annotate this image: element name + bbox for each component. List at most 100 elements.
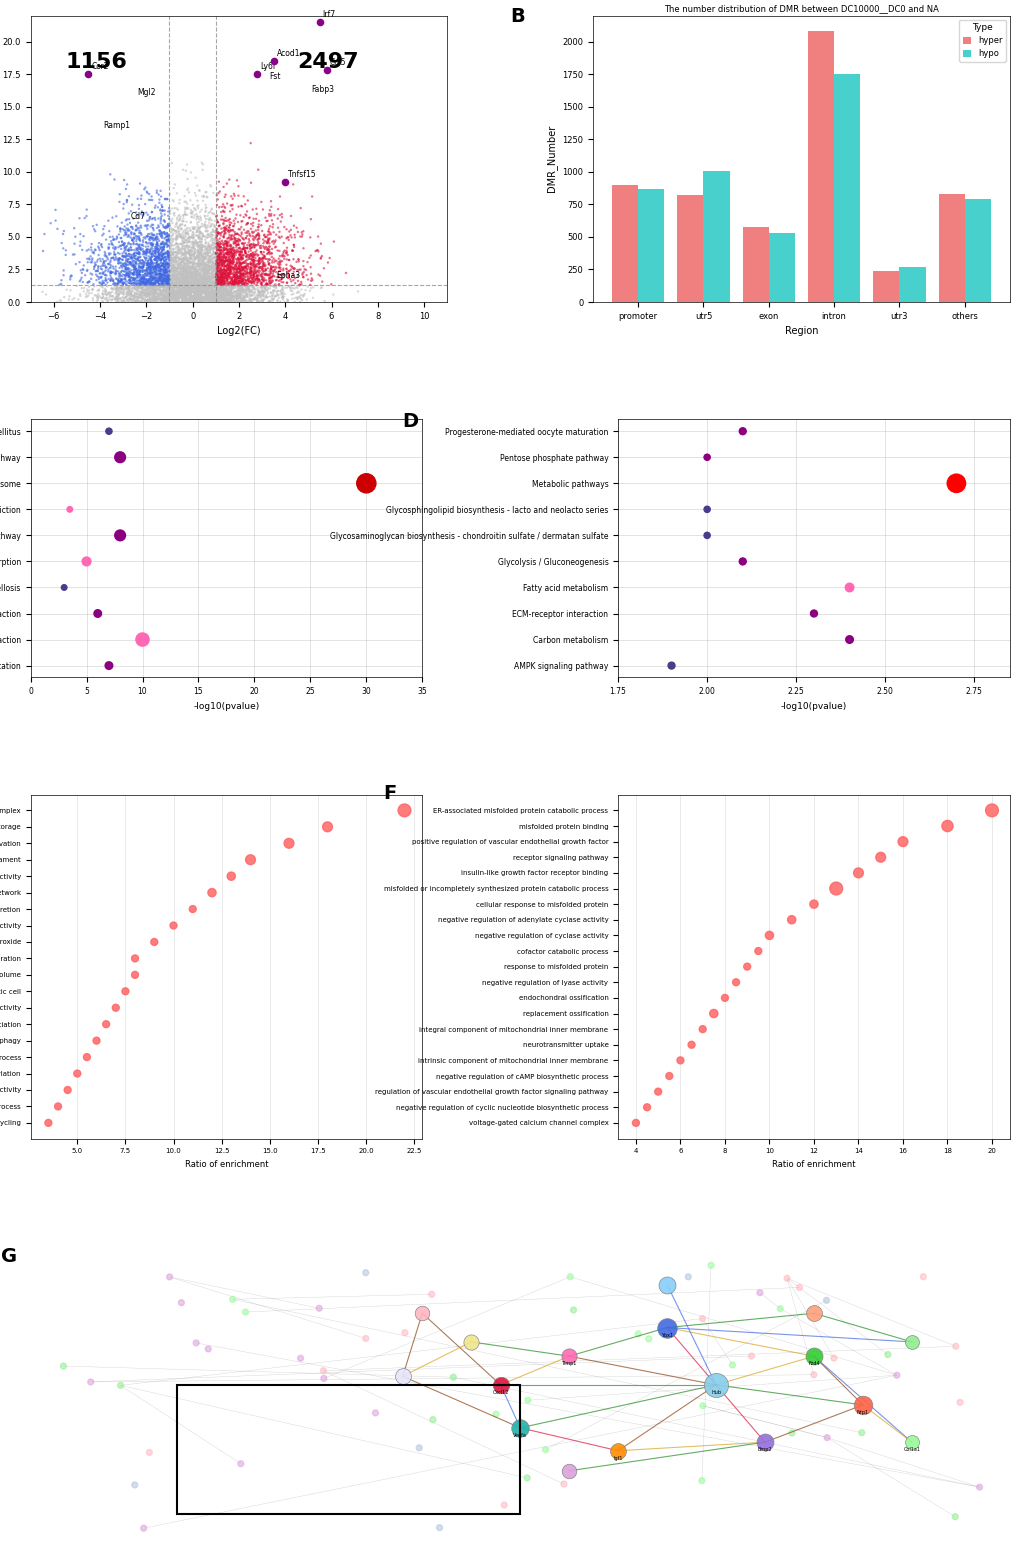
Point <box>182 238 199 263</box>
Point <box>251 260 267 285</box>
Point <box>183 201 200 226</box>
Point <box>164 265 180 290</box>
Point <box>160 268 176 293</box>
Point <box>130 241 147 266</box>
Point <box>153 254 169 279</box>
Point <box>190 277 206 302</box>
Point <box>174 282 191 307</box>
Point <box>159 229 175 254</box>
Point <box>159 277 175 302</box>
Point <box>212 235 228 260</box>
Point <box>190 273 206 298</box>
Point <box>180 237 197 262</box>
Point <box>190 257 206 282</box>
Point <box>152 265 168 290</box>
Point <box>195 189 211 213</box>
Point <box>168 257 184 282</box>
Point <box>109 282 125 307</box>
Point <box>220 288 236 313</box>
Point <box>139 288 155 313</box>
Point <box>223 273 239 298</box>
Point <box>160 256 176 280</box>
Point <box>137 287 153 312</box>
Point <box>231 260 248 285</box>
Point <box>192 282 208 307</box>
Point <box>264 287 280 312</box>
Point <box>218 259 234 284</box>
Point <box>177 282 194 307</box>
Point <box>210 285 226 310</box>
Point <box>190 276 206 301</box>
Point <box>297 282 313 307</box>
Point <box>216 209 232 234</box>
Point <box>177 276 194 301</box>
Point <box>199 249 215 274</box>
Point <box>207 271 223 296</box>
Point <box>249 201 265 226</box>
Point <box>246 287 262 312</box>
Point <box>218 249 234 274</box>
Point <box>113 277 129 302</box>
Point <box>220 260 236 285</box>
Point <box>157 285 173 310</box>
Point <box>159 260 175 285</box>
Point <box>228 262 245 287</box>
Point <box>84 238 100 263</box>
Point <box>218 284 234 308</box>
Point <box>221 251 237 276</box>
Point <box>191 245 207 270</box>
Point <box>303 243 319 268</box>
Point <box>149 221 165 246</box>
Point <box>107 254 123 279</box>
Point <box>169 246 185 271</box>
Point <box>140 260 156 285</box>
Point <box>141 288 157 313</box>
Point <box>238 274 255 299</box>
Point <box>115 259 131 284</box>
Point <box>151 266 167 291</box>
Point <box>148 254 164 279</box>
Point <box>358 471 374 495</box>
Point <box>175 259 192 284</box>
Point <box>249 287 265 312</box>
Point <box>160 285 176 310</box>
Point <box>171 285 187 310</box>
Point <box>248 218 264 243</box>
Point <box>199 288 215 313</box>
Point <box>191 251 207 276</box>
Point <box>136 268 152 293</box>
Point <box>211 266 227 291</box>
Point <box>184 266 201 291</box>
Point <box>213 271 229 296</box>
Point <box>160 232 176 257</box>
Point <box>269 288 285 313</box>
Point <box>273 263 289 288</box>
Point <box>196 241 212 266</box>
Point <box>213 207 229 232</box>
Point <box>193 270 209 294</box>
Point <box>283 254 300 279</box>
Point <box>143 268 159 293</box>
Point <box>121 265 138 290</box>
Point <box>157 266 173 291</box>
Point <box>89 284 105 308</box>
Point <box>227 268 244 293</box>
Point <box>194 243 210 268</box>
Point <box>196 270 212 294</box>
Point <box>148 288 164 313</box>
Point <box>423 1282 439 1307</box>
Point <box>249 263 265 288</box>
Point <box>215 262 231 287</box>
Point <box>177 257 194 282</box>
Point <box>187 273 204 298</box>
Point <box>179 274 196 299</box>
Point <box>186 260 203 285</box>
Point <box>177 203 194 227</box>
Point <box>165 226 181 251</box>
Point <box>148 271 164 296</box>
Point <box>159 271 175 296</box>
Point <box>156 231 172 256</box>
Point <box>251 221 267 246</box>
Point <box>216 220 232 245</box>
Point <box>183 238 200 263</box>
